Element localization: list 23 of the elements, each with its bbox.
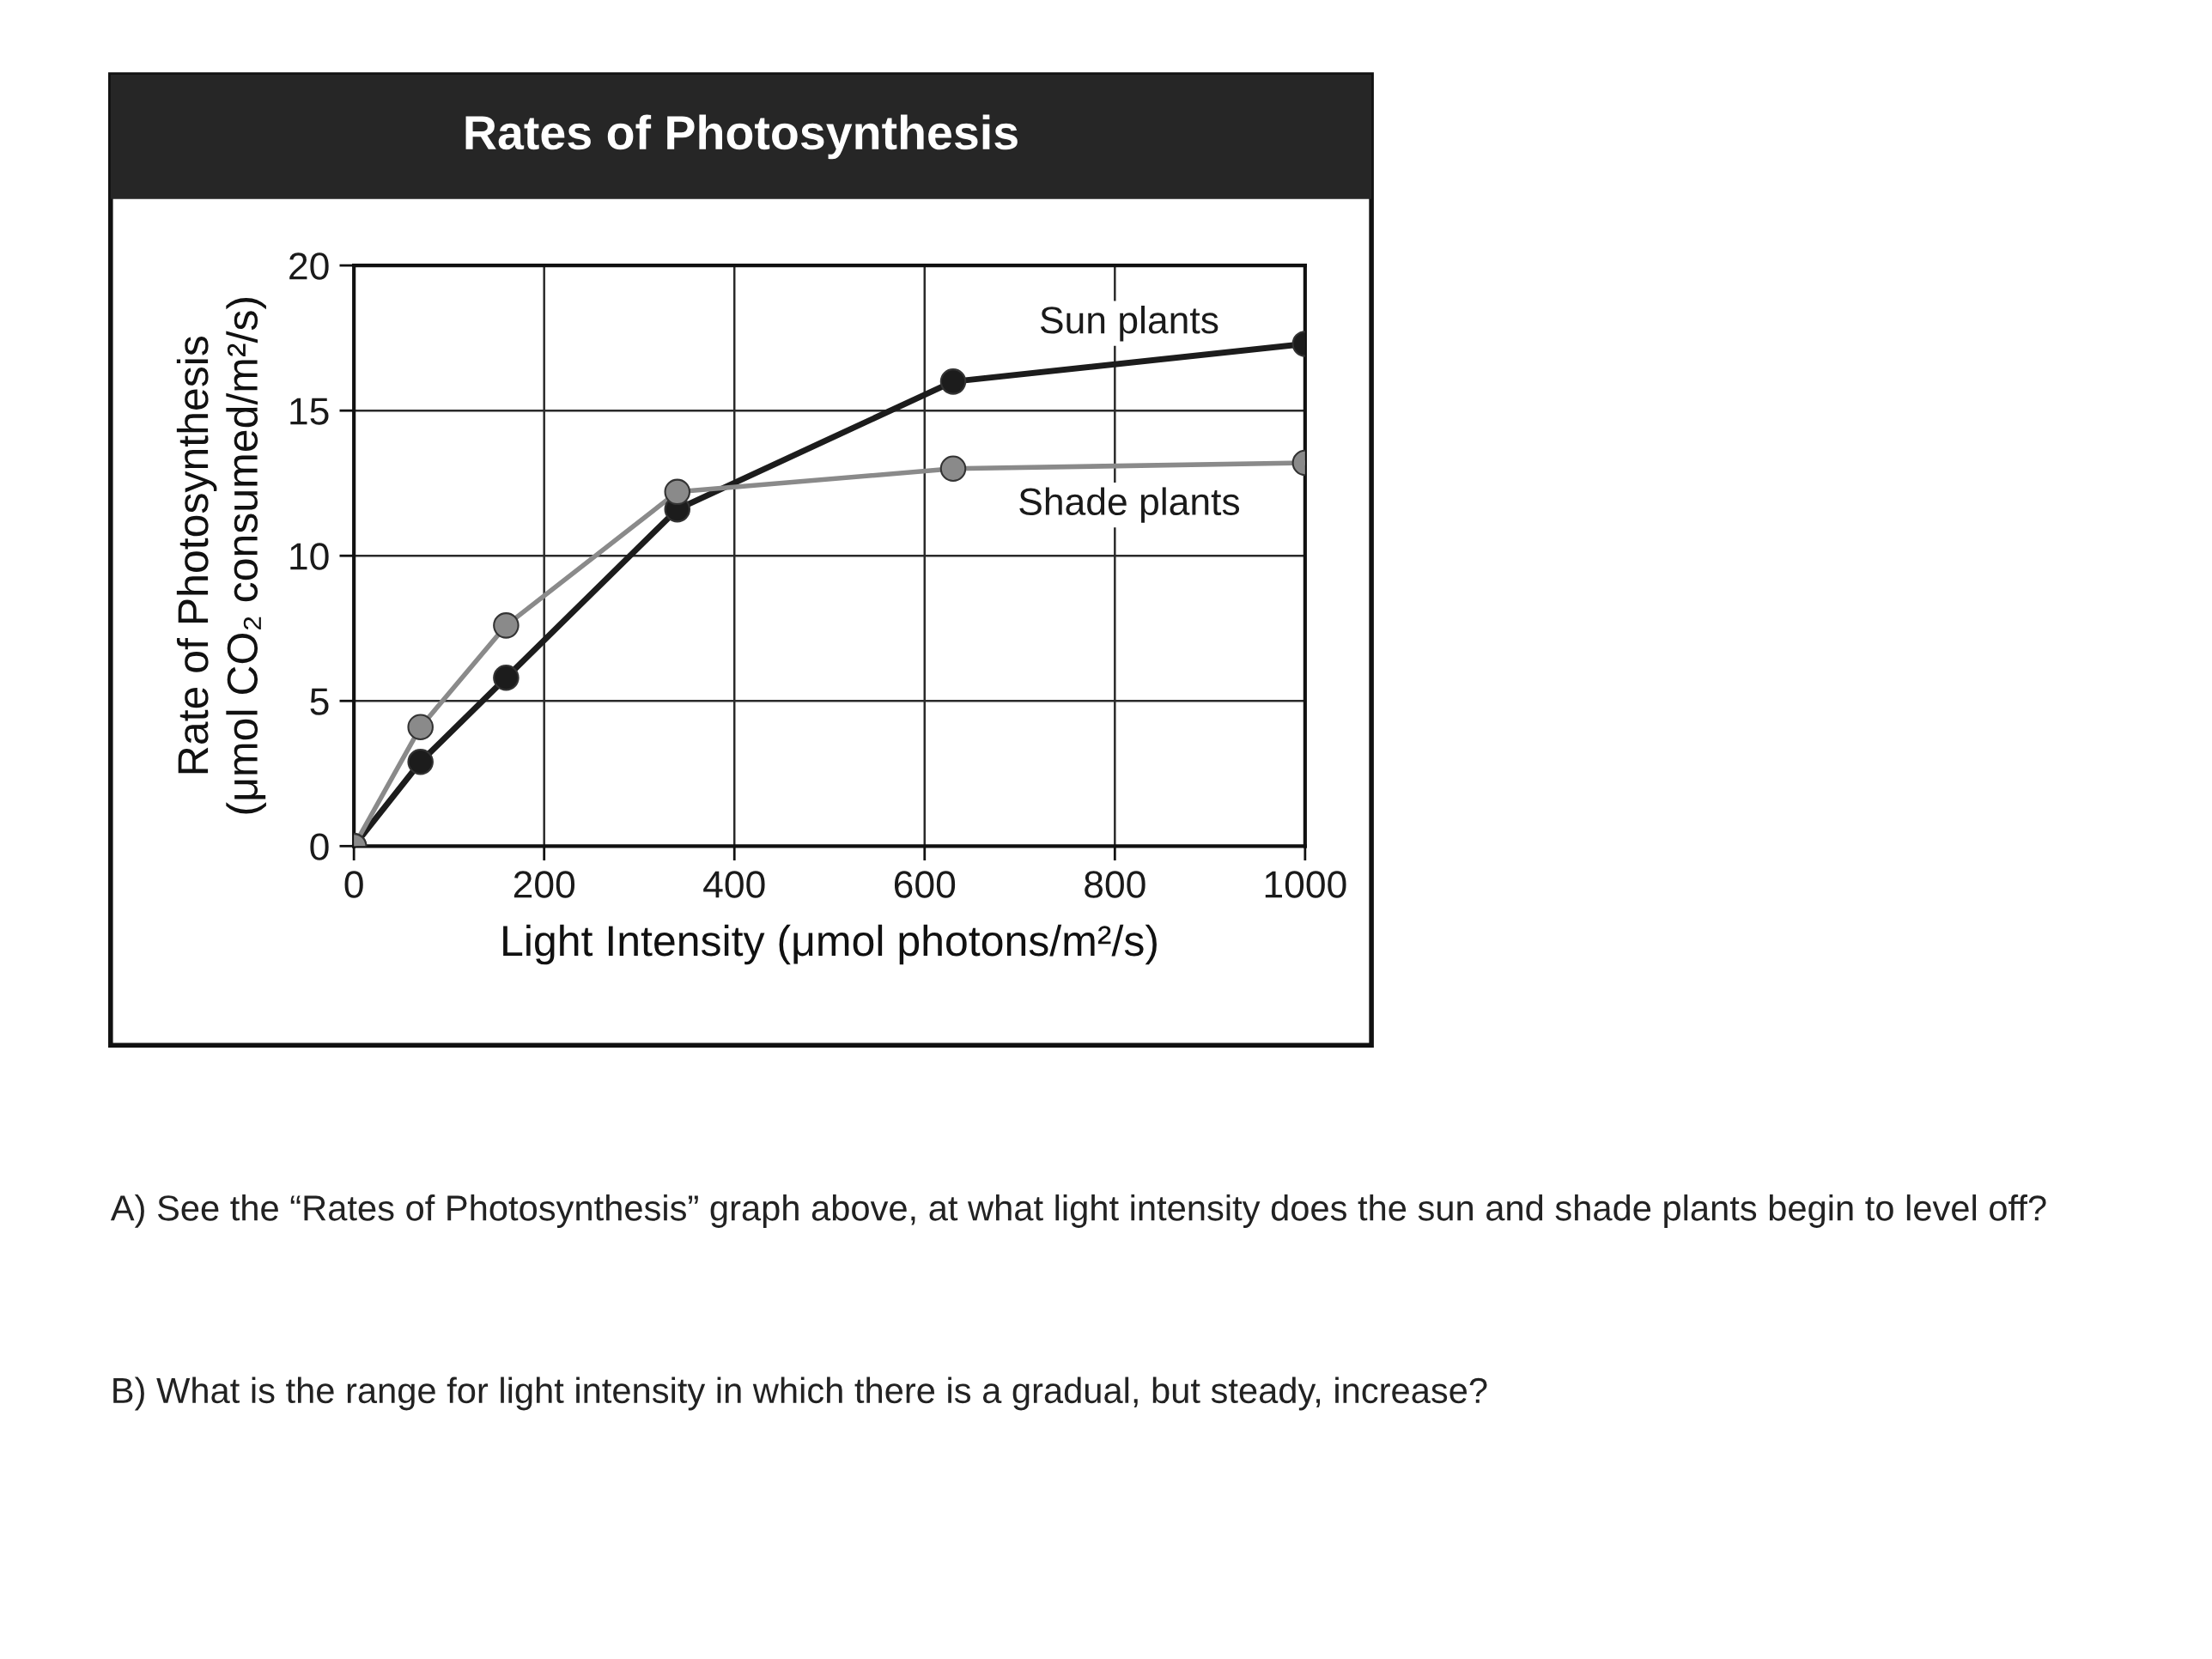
x-tick-label: 400 <box>703 871 765 898</box>
chart-title: Rates of Photosynthesis <box>465 114 1018 160</box>
series-label: Shade plants <box>1019 487 1240 523</box>
text: A) See the “Rates of Photosynthesis” graph above, at what light intensity does the sun and shade plants begin to level off? <box>110 1194 2046 1228</box>
point <box>493 612 520 639</box>
x-tick-label: 600 <box>894 871 956 898</box>
point <box>493 664 520 691</box>
x-tick-label: 0 <box>344 871 363 898</box>
point <box>407 714 434 740</box>
x-tick-label: 200 <box>514 871 575 898</box>
y-tick-label: 0 <box>310 833 329 860</box>
y-tick-label: 20 <box>289 252 329 280</box>
y-tick-label: 5 <box>310 688 329 715</box>
x-tick-label: 1000 <box>1265 871 1346 898</box>
point <box>407 749 434 775</box>
y-tick-label: 10 <box>290 543 329 570</box>
text: B) What is the range for light intensity in which there is a gradual, but steady, increase? <box>113 1376 1487 1411</box>
point <box>664 478 691 506</box>
y-axis-title: Rate of Photosynthesis (μmol CO₂ consumed/m²/s) <box>176 297 266 814</box>
x-tick-label: 800 <box>1085 871 1146 898</box>
y-tick-label: 15 <box>290 398 329 425</box>
x-axis-title: Light Intensity (μmol photons/m²/s) <box>503 924 1157 965</box>
series-label: Sun plants <box>1040 305 1218 342</box>
